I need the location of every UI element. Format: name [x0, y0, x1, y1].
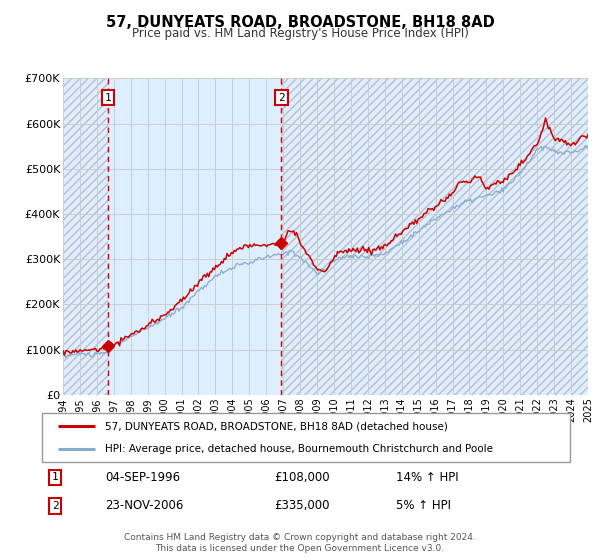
Text: £108,000: £108,000 — [274, 471, 330, 484]
Text: £335,000: £335,000 — [274, 500, 330, 512]
Bar — [281, 78, 588, 395]
Text: 1: 1 — [52, 473, 59, 483]
Text: 5% ↑ HPI: 5% ↑ HPI — [396, 500, 451, 512]
Text: Price paid vs. HM Land Registry's House Price Index (HPI): Price paid vs. HM Land Registry's House … — [131, 27, 469, 40]
Bar — [63, 78, 108, 395]
Text: 23-NOV-2006: 23-NOV-2006 — [106, 500, 184, 512]
FancyBboxPatch shape — [42, 413, 570, 462]
Text: 2: 2 — [278, 92, 285, 102]
Text: 2: 2 — [52, 501, 59, 511]
Text: 04-SEP-1996: 04-SEP-1996 — [106, 471, 181, 484]
Text: 14% ↑ HPI: 14% ↑ HPI — [396, 471, 458, 484]
Text: 57, DUNYEATS ROAD, BROADSTONE, BH18 8AD: 57, DUNYEATS ROAD, BROADSTONE, BH18 8AD — [106, 15, 494, 30]
Text: HPI: Average price, detached house, Bournemouth Christchurch and Poole: HPI: Average price, detached house, Bour… — [106, 444, 493, 454]
Text: 1: 1 — [105, 92, 112, 102]
Text: This data is licensed under the Open Government Licence v3.0.: This data is licensed under the Open Gov… — [155, 544, 445, 553]
Text: 57, DUNYEATS ROAD, BROADSTONE, BH18 8AD (detached house): 57, DUNYEATS ROAD, BROADSTONE, BH18 8AD … — [106, 421, 448, 431]
Text: Contains HM Land Registry data © Crown copyright and database right 2024.: Contains HM Land Registry data © Crown c… — [124, 533, 476, 542]
